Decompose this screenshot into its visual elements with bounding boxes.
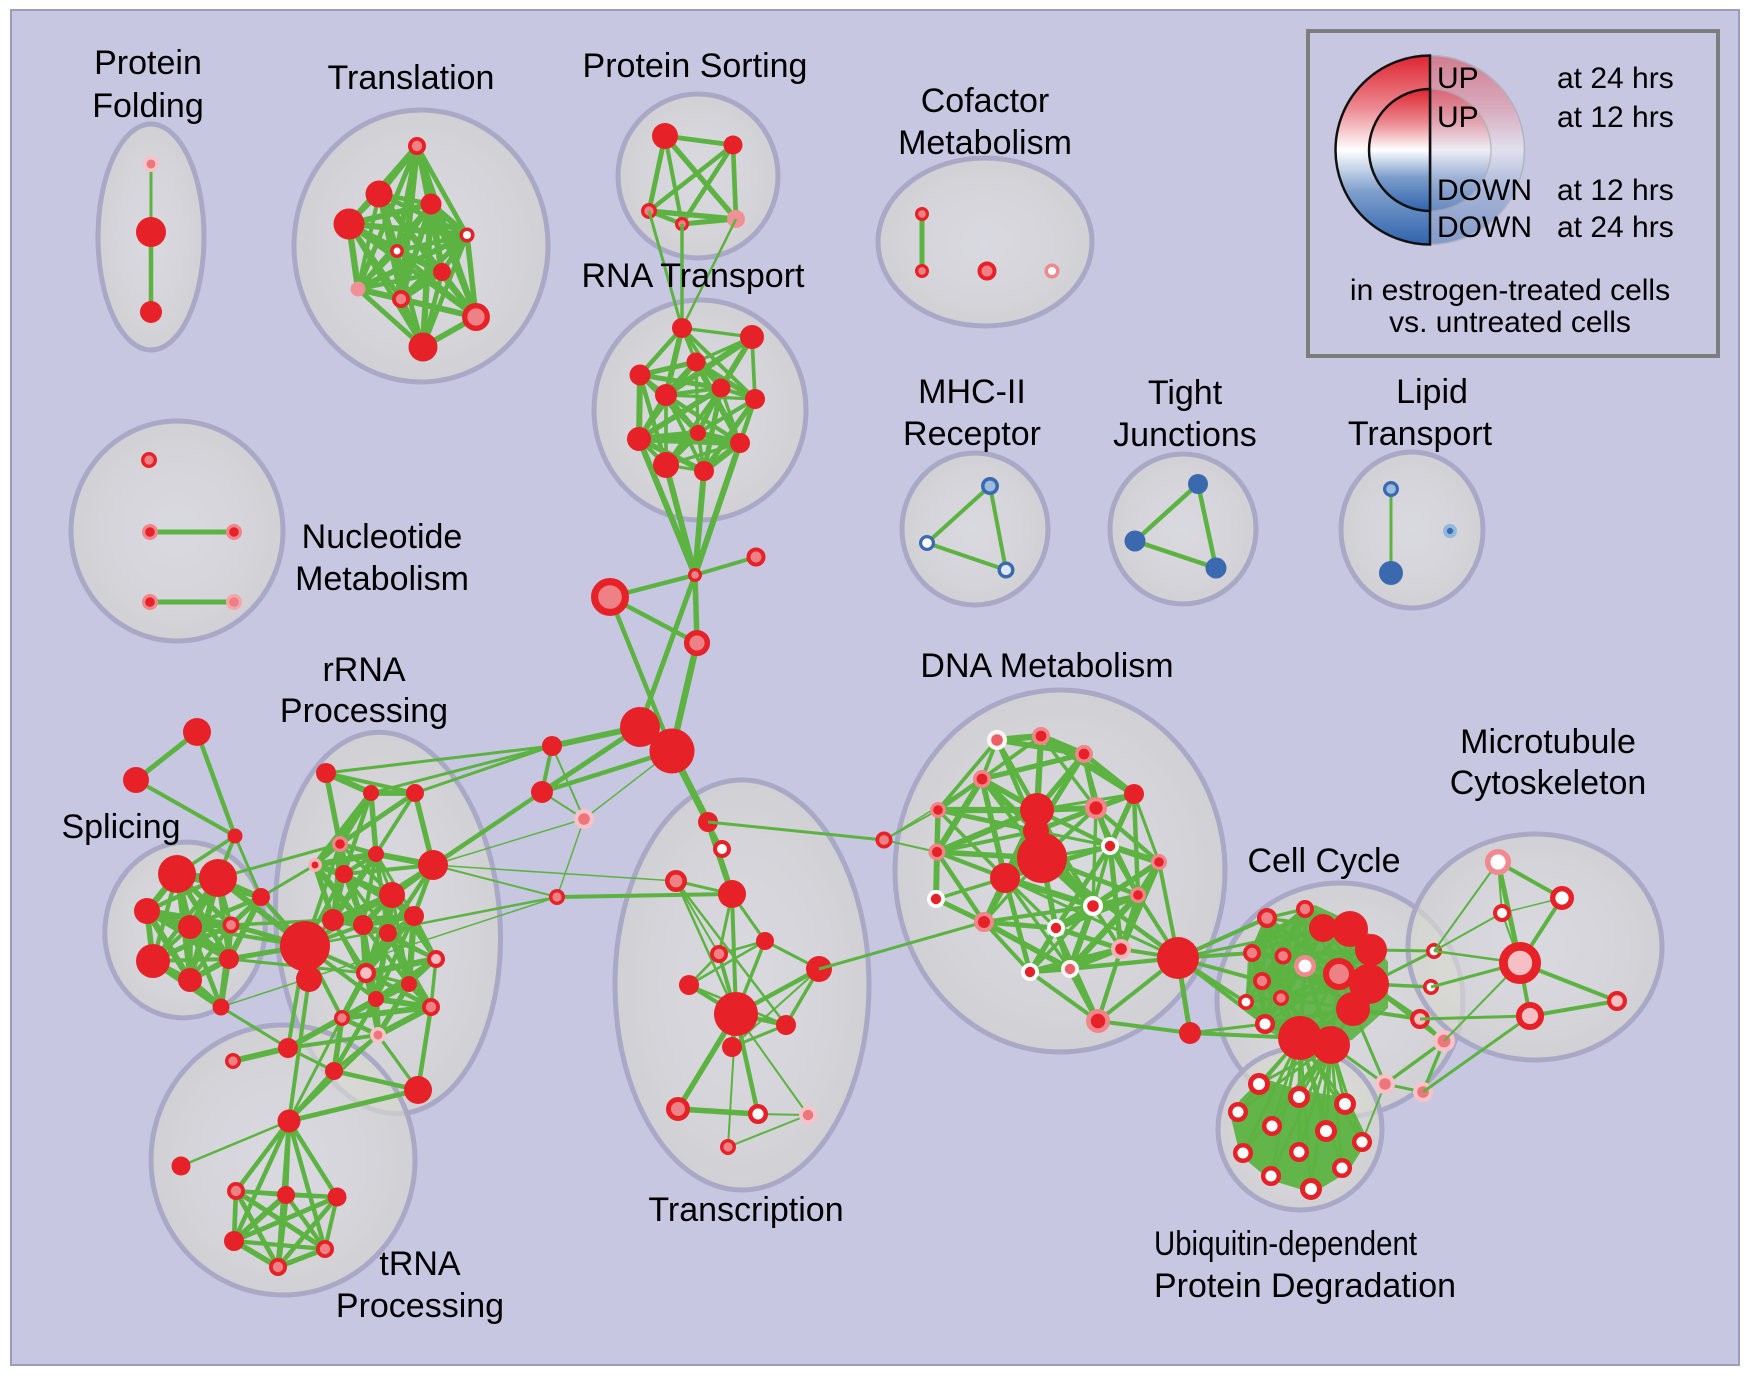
svg-text:Protein Sorting: Protein Sorting [583,47,808,85]
svg-text:Receptor: Receptor [903,415,1041,453]
svg-text:UP: UP [1437,101,1479,134]
svg-text:Protein: Protein [94,44,202,82]
svg-text:Translation: Translation [328,59,495,97]
svg-text:DNA Metabolism: DNA Metabolism [920,647,1173,685]
svg-text:Junctions: Junctions [1113,416,1257,454]
svg-text:Nucleotide: Nucleotide [302,518,463,556]
svg-text:Protein Degradation: Protein Degradation [1154,1267,1456,1305]
svg-text:Metabolism: Metabolism [295,560,469,598]
svg-text:Folding: Folding [92,87,204,125]
svg-text:at 24 hrs: at 24 hrs [1557,211,1674,244]
svg-text:tRNA: tRNA [379,1245,461,1283]
svg-text:vs. untreated cells: vs. untreated cells [1389,306,1631,339]
svg-text:Cofactor: Cofactor [921,82,1050,120]
svg-text:Metabolism: Metabolism [898,124,1072,162]
svg-text:MHC-II: MHC-II [918,373,1026,411]
svg-text:Ubiquitin-dependent: Ubiquitin-dependent [1154,1225,1417,1263]
svg-text:UP: UP [1437,62,1479,95]
svg-text:in estrogen-treated cells: in estrogen-treated cells [1350,274,1670,307]
svg-text:Transcription: Transcription [648,1191,843,1229]
svg-text:DOWN: DOWN [1437,174,1532,207]
svg-text:Lipid: Lipid [1396,373,1468,411]
svg-text:Microtubule: Microtubule [1460,723,1636,761]
svg-text:Transport: Transport [1348,415,1493,453]
svg-text:Splicing: Splicing [61,808,180,846]
svg-text:Processing: Processing [336,1287,504,1325]
svg-text:Processing: Processing [280,692,448,730]
svg-text:Cytoskeleton: Cytoskeleton [1450,764,1647,802]
svg-text:DOWN: DOWN [1437,211,1532,244]
svg-text:Tight: Tight [1148,374,1223,412]
svg-text:RNA Transport: RNA Transport [582,257,806,295]
svg-text:at 12 hrs: at 12 hrs [1557,101,1674,134]
svg-text:Cell Cycle: Cell Cycle [1247,842,1400,880]
svg-text:rRNA: rRNA [322,651,405,689]
svg-text:at 12 hrs: at 12 hrs [1557,174,1674,207]
svg-text:at 24 hrs: at 24 hrs [1557,62,1674,95]
